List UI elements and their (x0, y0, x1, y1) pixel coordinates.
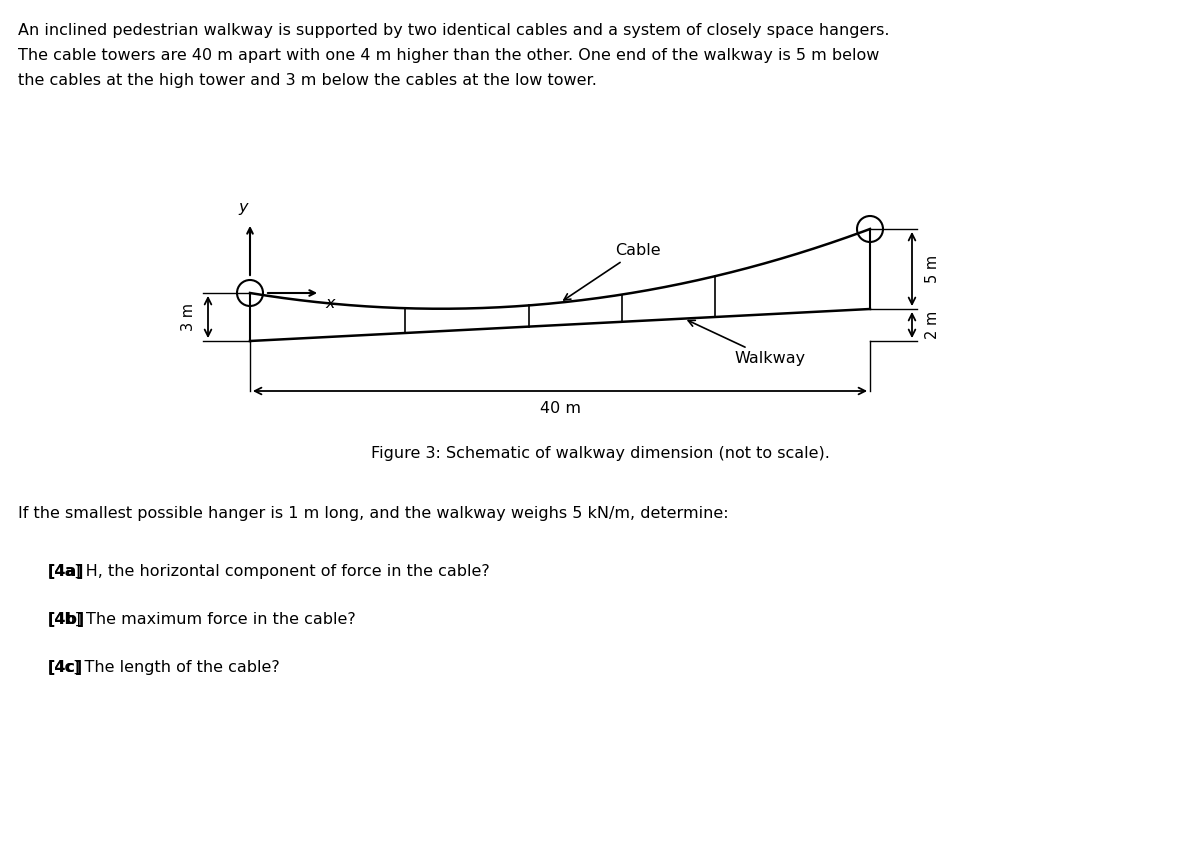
Text: Figure 3: Schematic of walkway dimension (not to scale).: Figure 3: Schematic of walkway dimension… (371, 446, 829, 461)
Text: 40 m: 40 m (540, 401, 581, 416)
Text: 2 m: 2 m (925, 311, 940, 339)
Text: Cable: Cable (564, 243, 661, 300)
Text: If the smallest possible hanger is 1 m long, and the walkway weighs 5 kN/m, dete: If the smallest possible hanger is 1 m l… (18, 506, 728, 521)
Text: [4b] The maximum force in the cable?: [4b] The maximum force in the cable? (48, 612, 355, 627)
Text: An inclined pedestrian walkway is supported by two identical cables and a system: An inclined pedestrian walkway is suppor… (18, 23, 889, 38)
Text: [4a]: [4a] (48, 564, 84, 579)
Text: [4c] The length of the cable?: [4c] The length of the cable? (48, 660, 280, 675)
Text: 5 m: 5 m (925, 255, 940, 283)
Text: x: x (325, 295, 335, 310)
Text: [4c]: [4c] (48, 660, 83, 675)
Text: the cables at the high tower and 3 m below the cables at the low tower.: the cables at the high tower and 3 m bel… (18, 73, 596, 88)
Text: 3 m: 3 m (181, 303, 196, 331)
Text: [4a] H, the horizontal component of force in the cable?: [4a] H, the horizontal component of forc… (48, 564, 490, 579)
Text: y: y (239, 200, 247, 215)
Text: [4b]: [4b] (48, 612, 85, 627)
Text: Walkway: Walkway (689, 321, 805, 366)
Text: The cable towers are 40 m apart with one 4 m higher than the other. One end of t: The cable towers are 40 m apart with one… (18, 48, 880, 63)
